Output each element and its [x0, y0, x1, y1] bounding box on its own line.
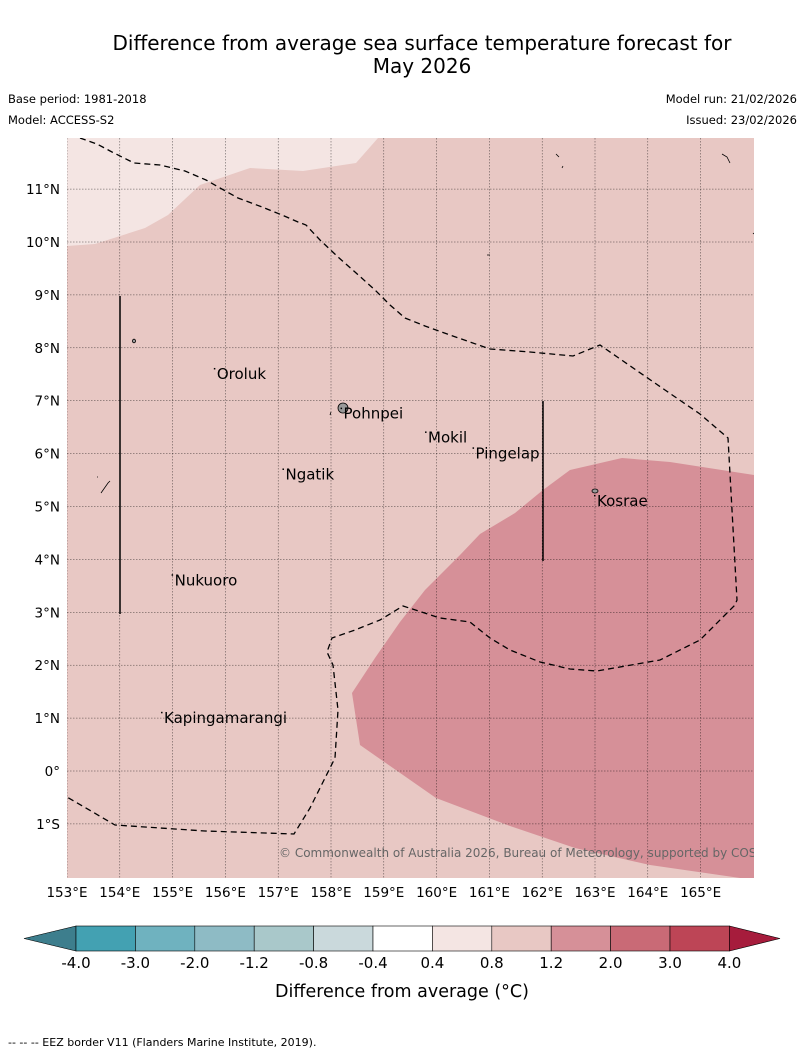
longitude-label: 164°E — [627, 885, 668, 901]
latitude-label: 5°N — [35, 500, 60, 516]
graticule — [67, 138, 754, 878]
colorbar-segment — [610, 925, 671, 952]
colorbar-tick-label: 1.2 — [539, 954, 563, 972]
colorbar-tick-label: -2.0 — [180, 954, 209, 972]
colorbar-tick-label: -3.0 — [121, 954, 150, 972]
longitude-label: 161°E — [469, 885, 510, 901]
colorbar-segment — [372, 925, 433, 952]
longitude-label: 165°E — [680, 885, 721, 901]
longitude-label: 162°E — [522, 885, 563, 901]
colorbar-segment — [75, 925, 136, 952]
colorbar-tick-label: -4.0 — [61, 954, 90, 972]
map-field: Oroluk Pohnpei Mokil Pingelap Ngatik Kosrae Nu… — [67, 138, 784, 878]
pohnpei-island — [337, 402, 349, 414]
place-label: Ngatik — [285, 465, 334, 483]
place-labels: Oroluk Pohnpei Mokil Pingelap Ngatik Kosrae Nu… — [161, 365, 648, 727]
colorbar-tick-label: 3.0 — [658, 954, 682, 972]
latitude-label: 3°N — [35, 605, 60, 621]
latitude-label: 6°N — [35, 447, 60, 463]
eez-footnote: -- -- -- EEZ border V11 (Flanders Marine… — [8, 1036, 317, 1049]
place-marker — [472, 447, 475, 449]
longitude-label: 153°E — [46, 885, 87, 901]
atoll-north — [555, 153, 731, 169]
place-label: Pingelap — [476, 444, 540, 462]
colorbar-segment — [432, 925, 493, 952]
colorbar-segment — [194, 925, 255, 952]
place-marker — [282, 468, 284, 470]
model-run: Model run: 21/02/2026 — [665, 92, 797, 106]
latitude-label: 9°N — [35, 288, 60, 304]
latitude-label: 1°N — [35, 711, 60, 727]
anomaly-field-1.2-2.0 — [352, 458, 754, 878]
colorbar-segment — [491, 925, 552, 952]
title-line1: Difference from average sea surface temp… — [112, 31, 732, 55]
colorbar-tick-label: 0.8 — [480, 954, 504, 972]
colorbar-label: Difference from average (°C) — [275, 982, 529, 1002]
copyright-notice: © Commonwealth of Australia 2026, Bureau… — [279, 846, 784, 860]
kosrae-island — [591, 488, 599, 494]
eez-border — [67, 138, 738, 835]
place-marker — [594, 494, 596, 497]
longitude-label: 160°E — [416, 885, 457, 901]
colorbar-segment — [135, 925, 196, 952]
colorbar-over-arrow — [729, 925, 781, 952]
colorbar-segment — [550, 925, 611, 952]
latitude-label: 7°N — [35, 394, 60, 410]
issued-date: Issued: 23/02/2026 — [686, 113, 797, 127]
anomaly-field-0.4-0.8 — [67, 138, 378, 246]
place-label: Kapingamarangi — [164, 709, 287, 727]
place-marker — [171, 574, 174, 576]
place-marker — [213, 367, 216, 370]
colorbar-segment — [253, 925, 314, 952]
sst-map: Oroluk Pohnpei Mokil Pingelap Ngatik Kosrae Nu… — [23, 138, 784, 1002]
latitude-label: 4°N — [35, 552, 60, 568]
latitude-label: 1°S — [36, 817, 60, 833]
place-marker — [425, 431, 427, 433]
chart-title: Difference from average sea surface temp… — [0, 32, 804, 78]
longitude-label: 158°E — [310, 885, 351, 901]
latitude-label: 2°N — [35, 658, 60, 674]
longitude-label: 155°E — [152, 885, 193, 901]
title-line2: May 2026 — [372, 54, 472, 78]
place-label: Mokil — [428, 428, 467, 446]
latitude-label: 8°N — [35, 341, 60, 357]
colorbar-tick-label: -0.8 — [299, 954, 328, 972]
small-islets — [329, 232, 754, 416]
latitude-label: 0° — [45, 764, 60, 780]
latitude-label: 11°N — [26, 182, 60, 198]
colorbar: -4.0 -3.0 -2.0 -1.2 -0.8 -0.4 0.4 0.8 1.2 2.0 3.0 4… — [23, 925, 781, 972]
place-label: Kosrae — [597, 492, 648, 510]
latitude-labels: 11°N 10°N 9°N 8°N 7°N 6°N 5°N 4°N 3°N 2°N 1°N 0° 1°S — [26, 182, 60, 833]
colorbar-segment — [669, 925, 730, 952]
longitude-labels: 153°E 154°E 155°E 156°E 157°E 158°E 159°E 160°E… — [46, 885, 721, 901]
colorbar-tick-label: 2.0 — [599, 954, 623, 972]
place-label: Pohnpei — [344, 405, 404, 423]
place-label: Nukuoro — [175, 571, 238, 589]
longitude-label: 154°E — [99, 885, 140, 901]
longitude-label: 156°E — [205, 885, 246, 901]
islet-west — [97, 476, 111, 494]
place-label: Oroluk — [217, 365, 266, 383]
base-period: Base period: 1981-2018 — [8, 92, 147, 106]
colorbar-under-arrow — [23, 925, 77, 952]
colorbar-tick-label: -1.2 — [240, 954, 269, 972]
longitude-label: 159°E — [363, 885, 404, 901]
model-name: Model: ACCESS-S2 — [8, 113, 115, 127]
colorbar-segment — [313, 925, 374, 952]
colorbar-tick-label: 0.4 — [420, 954, 444, 972]
islands — [97, 153, 754, 494]
reef-islet — [131, 338, 136, 344]
colorbar-tick-label: 4.0 — [717, 954, 741, 972]
latitude-label: 10°N — [26, 235, 60, 251]
colorbar-tick-label: -0.4 — [358, 954, 387, 972]
place-marker — [161, 711, 163, 714]
longitude-label: 157°E — [258, 885, 299, 901]
longitude-label: 163°E — [574, 885, 615, 901]
place-marker — [340, 407, 343, 410]
